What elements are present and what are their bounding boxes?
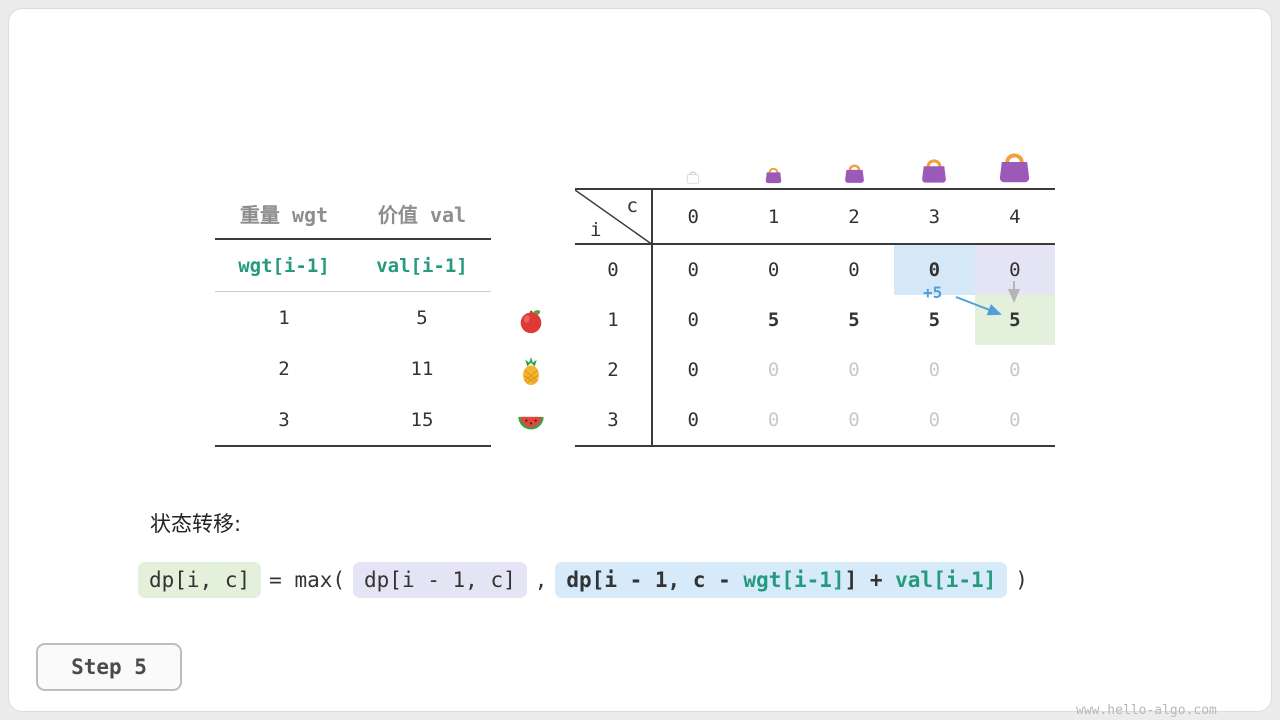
- value-column-header: 价值 val: [377, 202, 467, 227]
- formula-option1-chip: dp[i - 1, c]: [353, 562, 527, 598]
- dp-cell: 0: [848, 359, 860, 381]
- step-badge: Step 5: [36, 643, 182, 691]
- value-cell: 15: [410, 408, 434, 431]
- transition-formula: dp[i, c] = max( dp[i - 1, c] , dp[i - 1,…: [138, 562, 1028, 598]
- dp-col-header: 1: [733, 190, 814, 245]
- dp-cell: 0: [767, 259, 780, 281]
- dp-col-header: 2: [813, 190, 895, 245]
- dp-cell: 0: [767, 409, 780, 431]
- bag-empty-icon: [685, 169, 701, 188]
- formula-lhs-chip: dp[i, c]: [138, 562, 262, 598]
- dp-table: c i 0 1 2 3 4 0 0 0 0 0 0 1 0 5 5 5 5 2 …: [575, 188, 1055, 447]
- weights-table-body: 1 5 2 11 3 15: [215, 292, 491, 447]
- pineapple-icon: [516, 356, 546, 386]
- dp-cell: 0: [687, 409, 699, 431]
- dp-col-header: 3: [894, 190, 975, 245]
- dp-cell: 0: [767, 359, 780, 381]
- dp-cell: 5: [848, 309, 860, 331]
- bag-small-icon: [763, 165, 784, 188]
- val-formula: val[i-1]: [376, 254, 468, 277]
- dp-cell-source-blue: 0: [894, 245, 975, 295]
- dp-row-header: 1: [575, 295, 653, 345]
- dp-cell: 0: [848, 409, 860, 431]
- weight-cell: 2: [278, 357, 290, 380]
- formula-option2-seg: ] +: [844, 568, 896, 592]
- dp-corner-cell: c i: [575, 190, 653, 245]
- dp-cell: 0: [848, 259, 860, 281]
- dp-col-header: 4: [974, 190, 1055, 245]
- dp-cell: 0: [687, 309, 699, 331]
- formula-wgt-seg: wgt[i-1]: [743, 568, 845, 592]
- dp-cell: 0: [687, 259, 699, 281]
- watermelon-icon: [516, 407, 546, 437]
- formula-option2-seg: dp[i - 1, c -: [566, 568, 744, 592]
- apple-icon: [516, 305, 546, 335]
- value-cell: 5: [416, 306, 428, 329]
- table-row: 2 11: [215, 343, 491, 394]
- bag-xlarge-icon: [995, 148, 1034, 188]
- dp-cell-current-green: 5: [974, 295, 1055, 345]
- watermark: www.hello-algo.com: [1076, 703, 1217, 718]
- dp-cell: 0: [928, 359, 941, 381]
- wgt-formula: wgt[i-1]: [238, 254, 330, 277]
- corner-diagonal: [575, 190, 653, 245]
- formula-eq-max: = max(: [269, 568, 346, 592]
- weight-cell: 1: [278, 306, 290, 329]
- dp-cell: 0: [687, 359, 699, 381]
- formula-close-paren: ): [1015, 568, 1028, 592]
- dp-cell: 5: [767, 309, 780, 331]
- weights-formula-row: wgt[i-1] val[i-1]: [215, 240, 491, 292]
- bag-medium-icon: [842, 161, 867, 188]
- weights-table-header: 重量 wgt 价值 val: [215, 188, 491, 240]
- dp-row-header: 3: [575, 395, 653, 445]
- formula-val-seg: val[i-1]: [895, 568, 997, 592]
- dp-col-header: 0: [653, 190, 734, 245]
- plus-five-annotation: +5: [923, 283, 943, 302]
- dp-row-header: 2: [575, 345, 653, 395]
- dp-cell: 0: [1009, 359, 1021, 381]
- weight-column-header: 重量 wgt: [239, 202, 329, 227]
- table-row: 3 15: [215, 394, 491, 445]
- dp-cell: 0: [1009, 409, 1021, 431]
- weights-table: 重量 wgt 价值 val wgt[i-1] val[i-1] 1 5 2 11…: [215, 188, 491, 447]
- weight-cell: 3: [278, 408, 290, 431]
- bag-large-icon: [918, 155, 950, 188]
- dp-cell: 5: [928, 309, 941, 331]
- formula-comma: ,: [534, 568, 548, 592]
- dp-cell: 0: [928, 409, 941, 431]
- value-cell: 11: [410, 357, 434, 380]
- formula-option2-chip: dp[i - 1, c - wgt[i-1]] + val[i-1]: [555, 562, 1008, 598]
- col-variable-label: c: [626, 195, 638, 217]
- dp-cell-source-lavender: 0: [974, 245, 1055, 295]
- row-variable-label: i: [590, 219, 602, 241]
- transition-label: 状态转移:: [150, 512, 242, 536]
- dp-row-header: 0: [575, 245, 653, 295]
- table-row: 1 5: [215, 292, 491, 343]
